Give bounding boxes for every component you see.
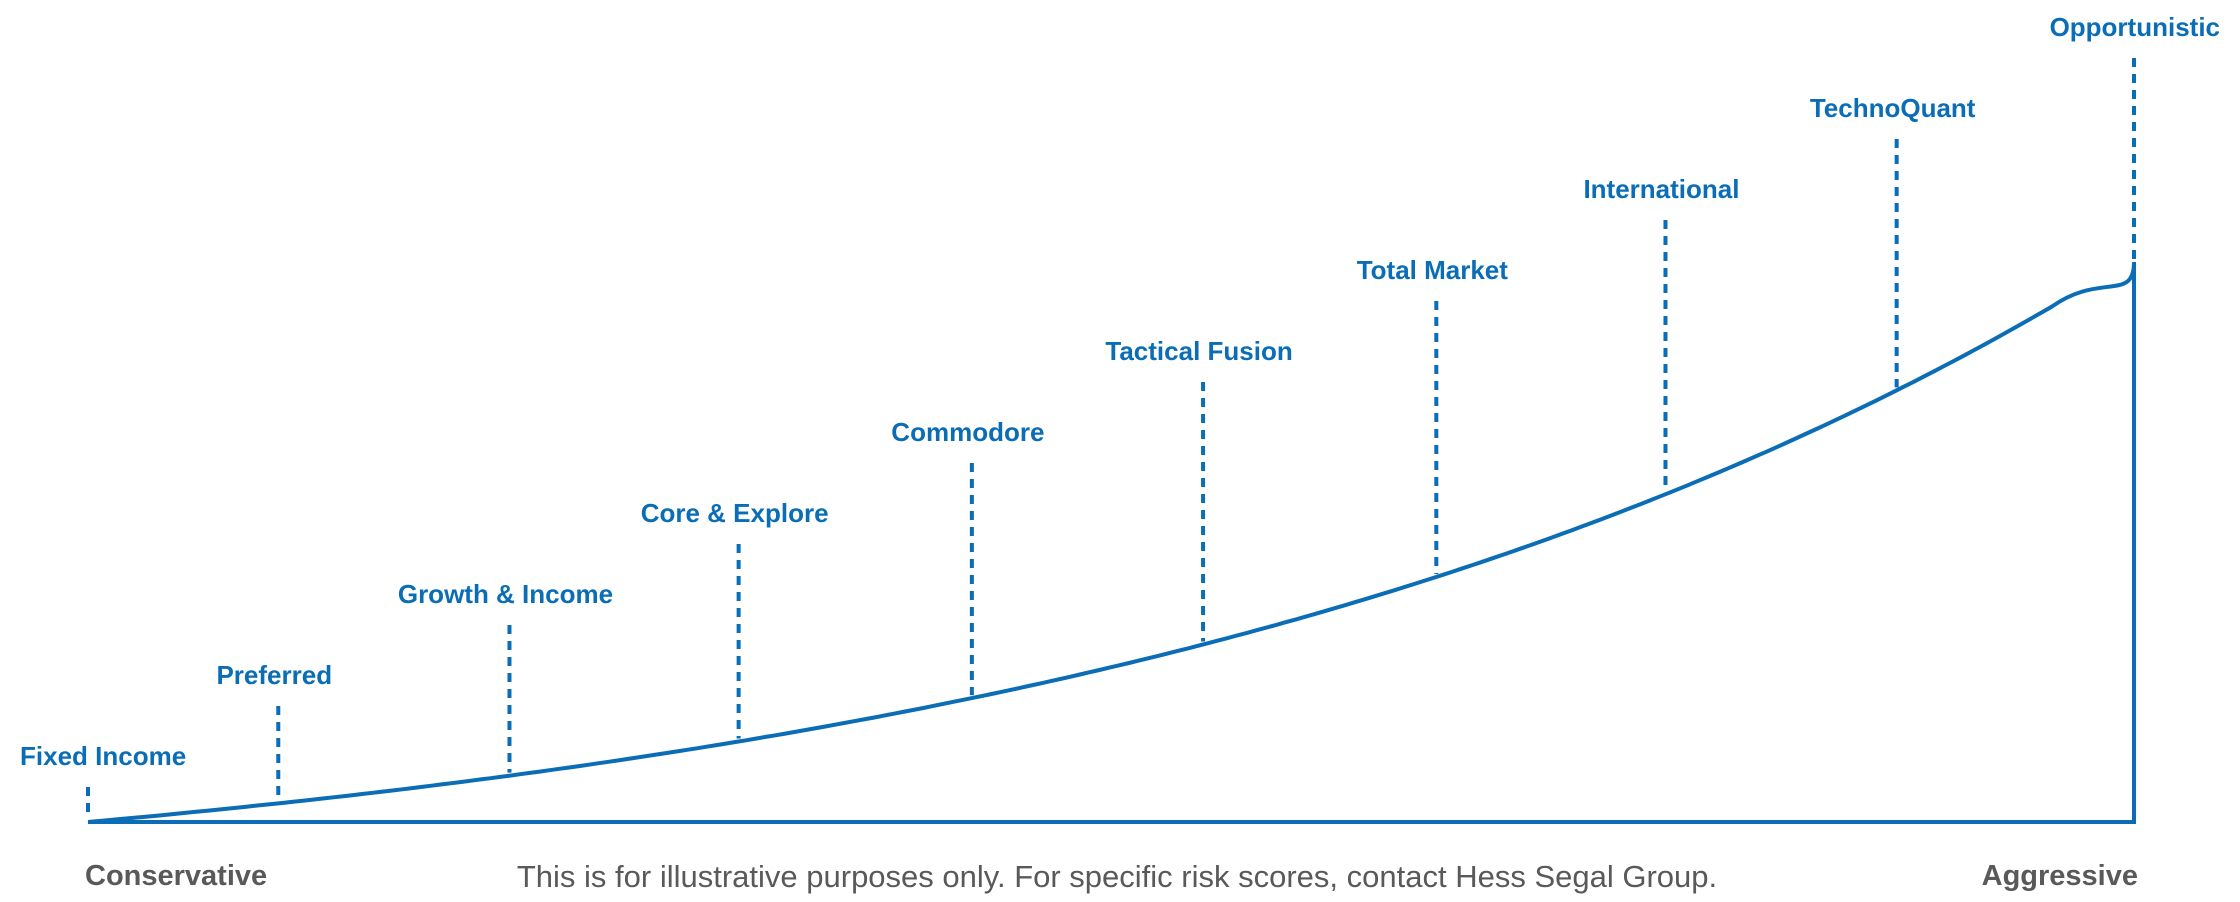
strategy-label-core-and-explore: Core & Explore	[641, 498, 829, 528]
strategy-label-preferred: Preferred	[216, 660, 332, 690]
curve-layer	[87, 261, 2136, 824]
strategy-label-total-market: Total Market	[1357, 255, 1509, 285]
strategy-label-opportunistic: Opportunistic	[2050, 12, 2220, 42]
strategy-label-fixed-income: Fixed Income	[20, 741, 186, 771]
strategy-label-growth-and-income: Growth & Income	[398, 579, 613, 609]
strategy-label-technoquant: TechnoQuant	[1810, 93, 1976, 123]
conservative-label: Conservative	[85, 860, 267, 892]
risk-curve	[87, 261, 2136, 824]
disclaimer-text: This is for illustrative purposes only. …	[517, 859, 1717, 894]
strategy-label-tactical-fusion: Tactical Fusion	[1105, 336, 1292, 366]
strategy-label-commodore: Commodore	[891, 417, 1044, 447]
strategy-label-international: International	[1583, 174, 1739, 204]
markers-layer: Fixed Income Preferred Growth & Income Core…	[20, 12, 2220, 819]
aggressive-label: Aggressive	[1982, 860, 2138, 892]
